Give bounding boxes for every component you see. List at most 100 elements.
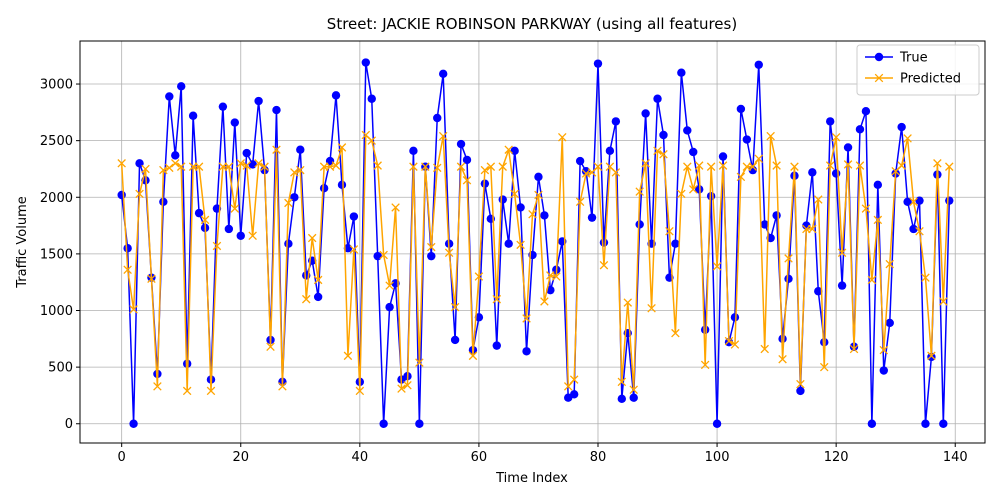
- data-point: [480, 179, 490, 188]
- data-point: [272, 105, 281, 115]
- x-tick-label: 60: [471, 450, 488, 465]
- data-point: [331, 91, 341, 100]
- data-point: [433, 113, 442, 123]
- data-point: [700, 360, 710, 370]
- data-point: [861, 107, 871, 116]
- data-point: [123, 265, 132, 275]
- data-point: [456, 139, 466, 149]
- data-point: [617, 377, 627, 387]
- x-tick-label: 20: [232, 450, 249, 465]
- y-tick-label: 0: [65, 417, 73, 432]
- data-point: [260, 162, 269, 171]
- data-point: [671, 239, 680, 248]
- data-point: [736, 172, 746, 182]
- data-point: [790, 162, 799, 171]
- data-point: [772, 161, 781, 170]
- y-tick-label: 3000: [40, 78, 73, 93]
- data-point: [218, 102, 228, 111]
- data-point: [760, 220, 769, 229]
- grid-lines: [80, 41, 985, 443]
- data-point: [694, 161, 704, 170]
- data-point: [367, 94, 376, 103]
- data-point: [814, 287, 823, 296]
- data-point: [909, 224, 918, 234]
- data-point: [599, 260, 609, 270]
- data-point: [742, 135, 752, 144]
- data-point: [534, 172, 543, 182]
- data-point: [849, 344, 859, 354]
- data-point: [510, 146, 519, 156]
- data-point: [248, 160, 257, 169]
- data-point: [575, 156, 585, 166]
- data-point: [510, 189, 519, 199]
- data-point: [700, 325, 710, 334]
- x-tick-label: 40: [352, 450, 369, 465]
- data-point: [432, 163, 442, 173]
- data-point: [540, 211, 549, 220]
- data-point: [945, 196, 954, 205]
- data-point: [194, 162, 204, 171]
- data-point: [921, 419, 930, 428]
- data-point: [462, 155, 472, 165]
- data-point: [659, 149, 668, 159]
- data-point: [653, 94, 662, 103]
- data-point: [534, 190, 543, 200]
- data-point: [438, 131, 448, 141]
- data-point: [492, 294, 502, 304]
- y-axis-title: Traffic Volume: [15, 196, 30, 289]
- data-point: [385, 302, 394, 312]
- legend-marker-predicted: [874, 73, 884, 83]
- data-point: [760, 344, 769, 354]
- data-point: [593, 162, 603, 171]
- data-point: [927, 352, 936, 362]
- data-point: [885, 318, 894, 328]
- data-point: [236, 159, 246, 168]
- series-line-true: [120, 61, 951, 425]
- data-point: [165, 92, 174, 101]
- data-point: [278, 382, 287, 391]
- data-point: [177, 82, 186, 91]
- data-point: [159, 165, 168, 175]
- data-point: [754, 60, 763, 69]
- data-point: [171, 151, 180, 160]
- data-point: [724, 336, 734, 346]
- data-point: [165, 163, 174, 173]
- data-point: [421, 162, 430, 171]
- data-point: [599, 238, 609, 247]
- data-point: [456, 162, 466, 171]
- data-point: [593, 59, 603, 68]
- data-point: [855, 161, 865, 170]
- y-tick-label: 1500: [40, 247, 73, 262]
- series-layer: [117, 58, 954, 428]
- plot-frame: [79, 40, 986, 444]
- data-point: [254, 159, 263, 168]
- data-point: [730, 313, 740, 322]
- data-point: [819, 362, 829, 372]
- data-point: [248, 231, 257, 241]
- data-point: [194, 208, 204, 218]
- data-point: [397, 384, 406, 393]
- data-point: [391, 203, 400, 212]
- x-axis-title: Time Index: [495, 471, 568, 486]
- y-tick-label: 2000: [40, 191, 73, 206]
- x-tick-label: 100: [705, 450, 730, 465]
- data-point: [331, 161, 341, 170]
- data-point: [200, 215, 210, 225]
- data-point: [837, 281, 847, 290]
- data-point: [558, 132, 567, 142]
- data-point: [683, 162, 692, 171]
- data-point: [474, 313, 484, 322]
- data-point: [617, 394, 627, 404]
- data-point: [450, 335, 460, 345]
- data-point: [718, 161, 728, 170]
- data-point: [129, 419, 138, 428]
- data-point: [730, 340, 740, 349]
- data-point: [563, 382, 573, 391]
- data-point: [587, 213, 597, 222]
- data-point: [927, 351, 936, 361]
- data-point: [796, 379, 805, 389]
- data-point: [182, 386, 192, 396]
- data-point: [528, 209, 537, 219]
- data-point: [254, 96, 263, 106]
- data-point: [897, 122, 906, 132]
